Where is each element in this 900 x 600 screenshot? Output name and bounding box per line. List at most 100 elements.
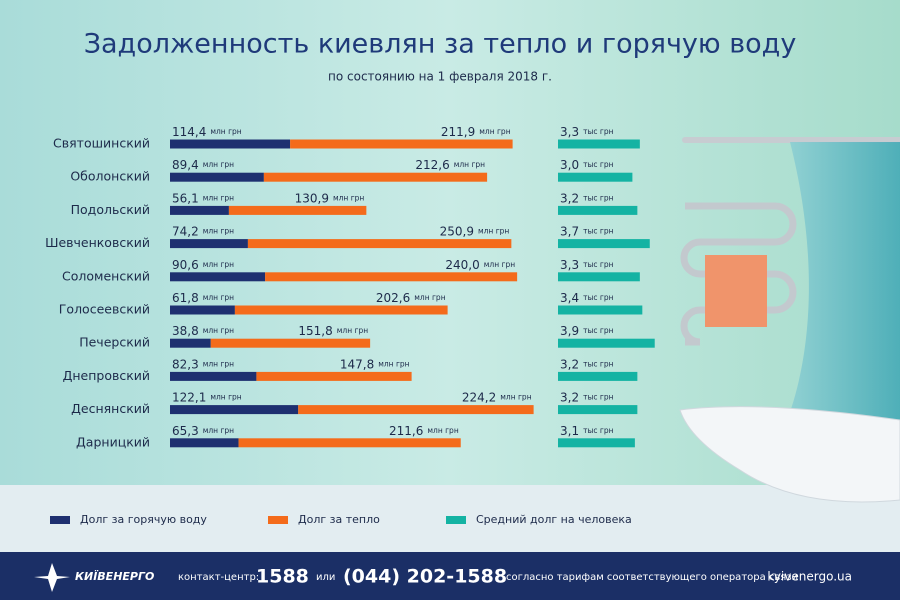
value-label: 3,2 (560, 191, 579, 205)
value-label: 3,3 (560, 125, 579, 139)
unit-label: тыс грн (583, 326, 613, 335)
unit-label: тыс грн (583, 393, 613, 402)
unit-label: млн грн (500, 393, 531, 402)
value-label: 3,9 (560, 324, 579, 338)
unit-label: млн грн (337, 326, 368, 335)
category-label: Шевченковский (45, 235, 150, 250)
unit-label: млн грн (210, 393, 241, 402)
unit-label: млн грн (454, 160, 485, 169)
bar-label: 65,3 млн грн (172, 423, 234, 437)
avg-label: 3,2 тыс грн (560, 357, 614, 371)
site: kyivenergo.ua (767, 570, 852, 584)
category-label: Подольский (71, 202, 150, 217)
bar (238, 438, 461, 448)
unit-label: млн грн (203, 193, 234, 202)
value-label: 3,0 (560, 158, 579, 172)
unit-label: млн грн (427, 426, 458, 435)
bar (210, 338, 371, 348)
avg-bar (558, 438, 635, 448)
note: согласно тарифам соответствующего операт… (506, 572, 798, 583)
logo: КИЇВЕНЕРГО (75, 569, 154, 583)
avg-bar (558, 205, 638, 215)
category-label: Голосеевский (59, 302, 150, 317)
unit-label: тыс грн (583, 127, 613, 136)
bar (170, 371, 257, 381)
bar-label: 38,8 млн грн (172, 324, 234, 338)
value-label: 3,3 (560, 257, 579, 271)
value-label: 240,0 (445, 257, 479, 271)
avg-label: 3,2 тыс грн (560, 191, 614, 205)
unit-label: тыс грн (583, 227, 613, 236)
avg-bar (558, 239, 650, 249)
footer (0, 552, 900, 600)
bar (234, 305, 448, 315)
value-label: 82,3 (172, 357, 199, 371)
bar (228, 205, 367, 215)
avg-bar (558, 405, 638, 415)
value-label: 89,4 (172, 158, 199, 172)
bar (170, 205, 229, 215)
value-label: 202,6 (376, 291, 410, 305)
bar (256, 371, 412, 381)
bar (170, 272, 266, 282)
bar (265, 272, 518, 282)
avg-label: 3,4 тыс грн (560, 291, 614, 305)
value-label: 212,6 (415, 158, 449, 172)
value-label: 3,1 (560, 423, 579, 437)
or: или (316, 572, 335, 583)
bar (170, 405, 299, 415)
unit-label: млн грн (203, 359, 234, 368)
legend-swatch (268, 516, 288, 524)
value-label: 151,8 (298, 324, 332, 338)
value-label: 122,1 (172, 390, 206, 404)
bar-label: 122,1 млн грн (172, 390, 242, 404)
bar (170, 172, 264, 182)
unit-label: млн грн (203, 260, 234, 269)
bar (290, 139, 513, 149)
avg-label: 3,0 тыс грн (560, 158, 614, 172)
category-label: Днепровский (63, 368, 150, 383)
value-label: 61,8 (172, 291, 199, 305)
value-label: 147,8 (340, 357, 374, 371)
bar-label: 224,2 млн грн (462, 390, 532, 404)
value-label: 3,2 (560, 390, 579, 404)
bar-label: 211,6 млн грн (389, 423, 459, 437)
legend-label: Долг за тепло (298, 513, 380, 526)
avg-bar (558, 172, 633, 182)
avg-label: 3,9 тыс грн (560, 324, 614, 338)
category-label: Святошинский (53, 136, 150, 151)
value-label: 3,7 (560, 224, 579, 238)
value-label: 56,1 (172, 191, 199, 205)
category-label: Деснянский (71, 401, 150, 416)
bar-label: 114,4 млн грн (172, 125, 242, 139)
bar (298, 405, 534, 415)
avg-bar (558, 338, 655, 348)
unit-label: млн грн (414, 293, 445, 302)
bar-label: 82,3 млн грн (172, 357, 234, 371)
category-label: Дарницкий (76, 434, 150, 449)
phone: (044) 202-1588 (343, 566, 507, 588)
avg-bar (558, 371, 638, 381)
category-label: Печерский (79, 335, 150, 350)
unit-label: млн грн (479, 127, 510, 136)
bar (170, 305, 235, 315)
legend-label: Средний долг на человека (476, 513, 632, 526)
bar (170, 239, 248, 249)
avg-bar (558, 139, 640, 149)
unit-label: млн грн (203, 426, 234, 435)
unit-label: млн грн (210, 127, 241, 136)
avg-bar (558, 272, 640, 282)
value-label: 3,4 (560, 291, 579, 305)
unit-label: тыс грн (583, 260, 613, 269)
avg-label: 3,7 тыс грн (560, 224, 614, 238)
short-number: 1588 (256, 566, 309, 588)
category-label: Оболонский (70, 169, 150, 184)
unit-label: тыс грн (583, 193, 613, 202)
bar-label: 56,1 млн грн (172, 191, 234, 205)
value-label: 38,8 (172, 324, 199, 338)
value-label: 114,4 (172, 125, 206, 139)
bar (170, 139, 291, 149)
avg-label: 3,3 тыс грн (560, 125, 614, 139)
value-label: 65,3 (172, 423, 199, 437)
